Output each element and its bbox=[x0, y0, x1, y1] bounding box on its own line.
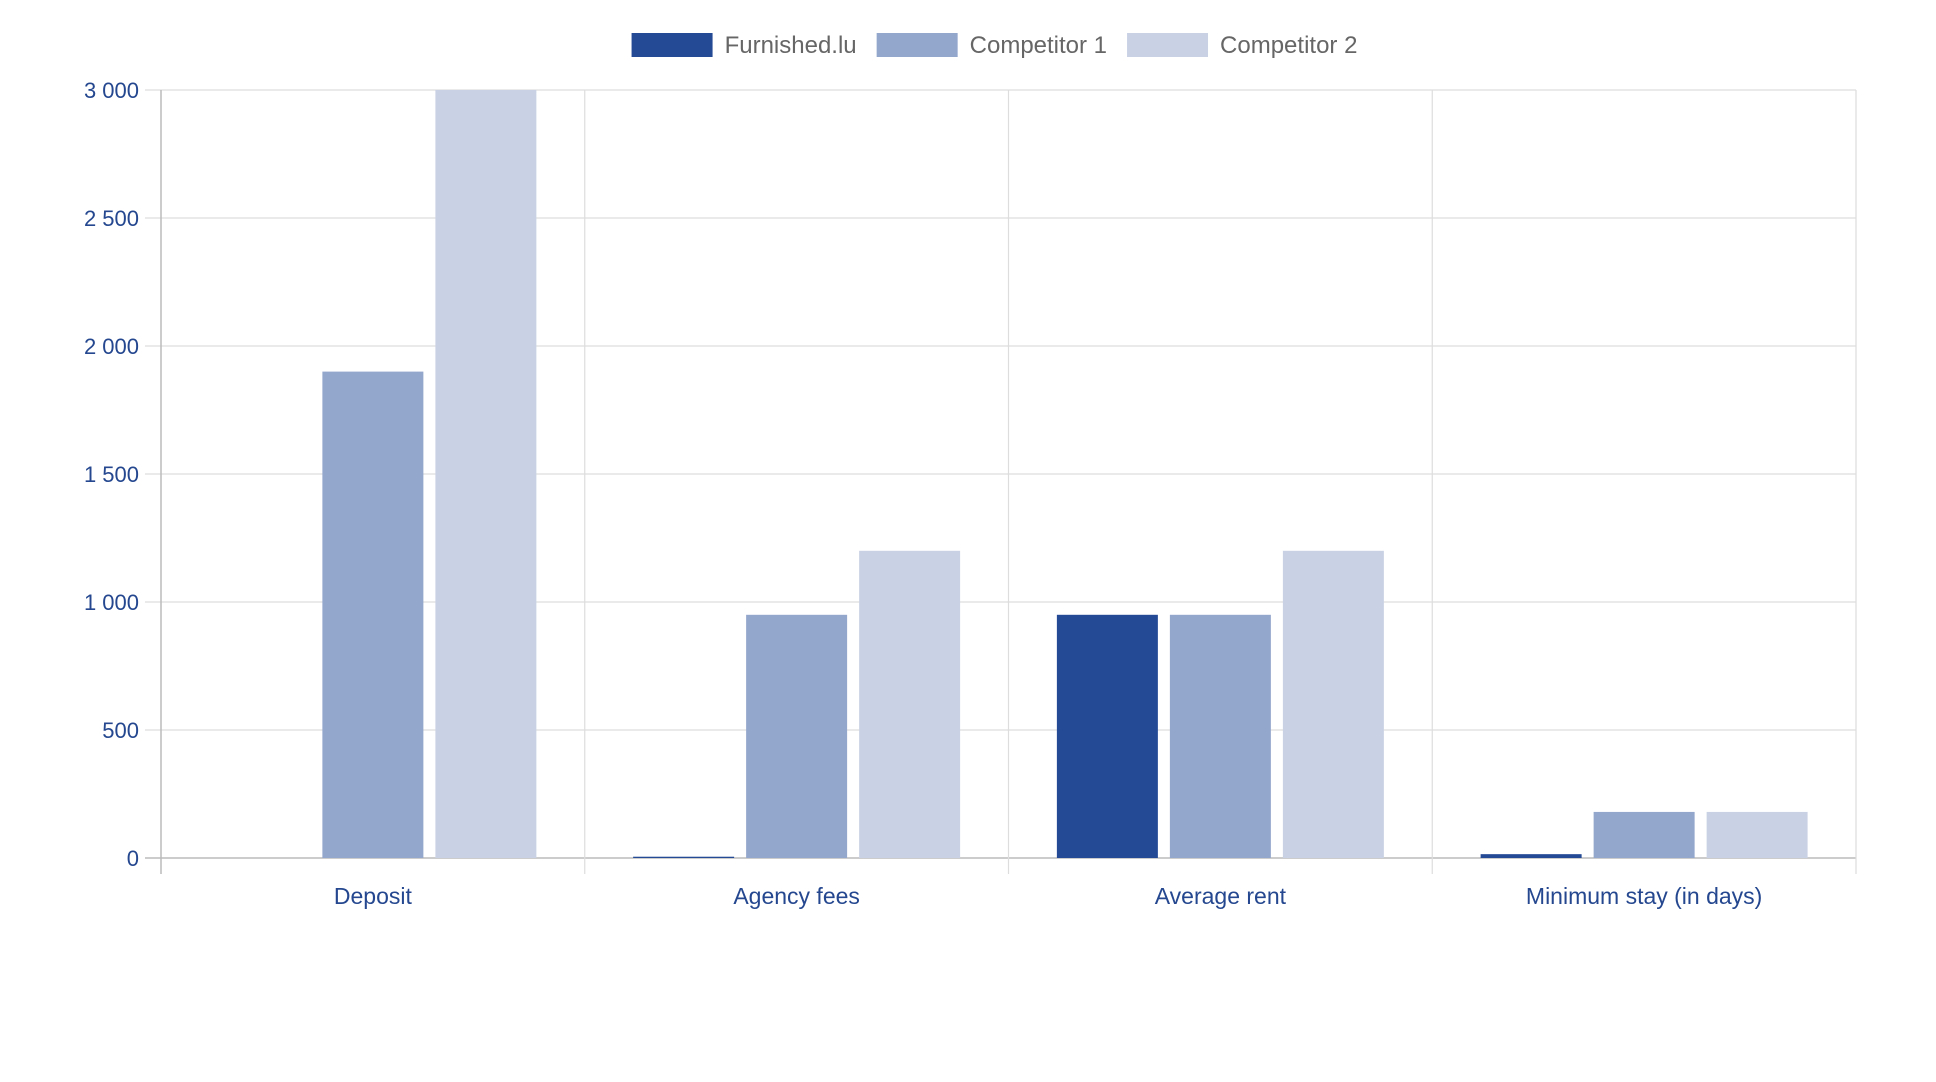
x-tick-label: Minimum stay (in days) bbox=[1526, 883, 1762, 909]
y-tick-label: 1 500 bbox=[84, 462, 139, 487]
x-axis-labels: Deposit Agency fees Average rent Minimum st… bbox=[334, 883, 1762, 909]
x-tick-label: Average rent bbox=[1155, 883, 1287, 909]
y-tick-label: 2 000 bbox=[84, 334, 139, 359]
bar bbox=[322, 371, 424, 858]
y-tick-label: 1 000 bbox=[84, 590, 139, 615]
bar bbox=[1593, 811, 1695, 858]
bar bbox=[1056, 614, 1158, 858]
bar bbox=[746, 614, 848, 858]
legend-item[interactable]: Furnished.lu bbox=[631, 32, 857, 59]
y-tick-label: 500 bbox=[102, 718, 139, 743]
legend-swatch bbox=[631, 33, 713, 57]
y-tick-label: 2 500 bbox=[84, 206, 139, 231]
bar bbox=[1282, 550, 1384, 858]
legend-label: Competitor 1 bbox=[970, 32, 1107, 59]
legend-swatch bbox=[1127, 33, 1209, 57]
bar bbox=[1480, 854, 1582, 858]
grid bbox=[145, 89, 1857, 874]
y-tick-label: 0 bbox=[127, 846, 139, 871]
bars bbox=[322, 90, 1808, 858]
bar bbox=[859, 550, 961, 858]
bar bbox=[633, 856, 735, 858]
legend-label: Competitor 2 bbox=[1220, 32, 1357, 59]
y-axis-ticks: 0 500 1 000 1 500 2 000 2 500 3 000 bbox=[84, 78, 139, 871]
legend-item[interactable]: Competitor 2 bbox=[1127, 32, 1357, 59]
x-tick-label: Deposit bbox=[334, 883, 413, 909]
bar bbox=[435, 90, 537, 858]
bar bbox=[1169, 614, 1271, 858]
bar bbox=[1706, 811, 1808, 858]
x-tick-label: Agency fees bbox=[733, 883, 860, 909]
legend-item[interactable]: Competitor 1 bbox=[876, 32, 1107, 59]
y-tick-label: 3 000 bbox=[84, 78, 139, 103]
legend-label: Furnished.lu bbox=[725, 32, 857, 59]
legend[interactable]: Furnished.lu Competitor 1 Competitor 2 bbox=[631, 32, 1358, 59]
legend-swatch bbox=[876, 33, 958, 57]
